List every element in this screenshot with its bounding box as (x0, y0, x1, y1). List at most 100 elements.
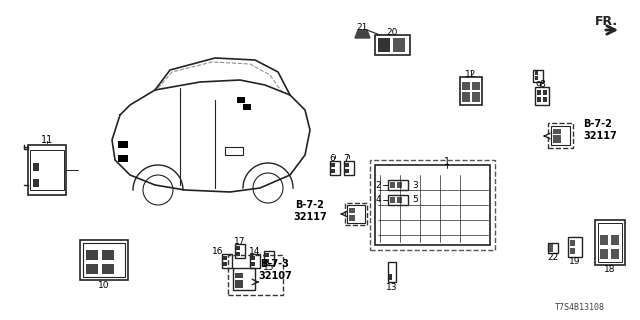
Text: 2: 2 (375, 180, 381, 189)
Text: 6: 6 (329, 154, 335, 163)
Text: 3: 3 (412, 180, 418, 189)
Bar (33, 163, 39, 171)
Bar (462, 92, 470, 102)
Bar (472, 82, 480, 90)
Text: 4: 4 (375, 196, 381, 204)
Text: 12: 12 (465, 69, 477, 78)
Bar (331, 169, 335, 173)
Bar (570, 240, 575, 246)
Bar (537, 90, 541, 95)
Bar (611, 249, 619, 259)
Bar (251, 256, 255, 260)
Bar (235, 244, 245, 258)
Text: B-7-3
32107: B-7-3 32107 (258, 259, 292, 281)
Bar (345, 203, 367, 225)
Bar (349, 208, 355, 213)
Bar (535, 87, 549, 105)
Text: 15: 15 (263, 263, 275, 273)
Bar (370, 160, 495, 250)
Bar (86, 250, 98, 260)
Text: 8: 8 (539, 79, 545, 89)
Bar (543, 97, 547, 102)
Bar (349, 215, 355, 221)
Text: 5: 5 (412, 196, 418, 204)
Text: 11: 11 (41, 135, 53, 145)
Bar (568, 237, 582, 257)
Bar (236, 246, 240, 250)
Text: T7S4B13108: T7S4B13108 (555, 303, 605, 312)
Bar (390, 182, 395, 188)
Text: 10: 10 (99, 282, 109, 291)
Text: 17: 17 (234, 236, 246, 245)
Bar (265, 253, 269, 257)
Bar (549, 244, 553, 252)
Text: 20: 20 (387, 28, 397, 36)
Bar (598, 223, 622, 262)
Text: 9: 9 (535, 81, 541, 90)
Bar (345, 169, 349, 173)
Bar (393, 38, 405, 52)
Bar (533, 70, 543, 82)
Bar (595, 220, 625, 265)
Text: 1: 1 (444, 157, 450, 167)
Bar (375, 35, 410, 55)
Bar (600, 235, 608, 245)
Bar (28, 145, 66, 195)
Bar (570, 248, 575, 254)
Bar (375, 165, 490, 245)
Bar (222, 254, 232, 268)
Text: 19: 19 (569, 258, 580, 267)
Bar (551, 126, 570, 145)
Bar (389, 274, 392, 280)
Bar (83, 243, 125, 277)
Bar (235, 280, 243, 288)
Bar (345, 163, 349, 167)
Bar (102, 264, 114, 274)
Bar (535, 71, 538, 75)
Bar (250, 254, 260, 268)
Bar (548, 243, 558, 253)
Bar (30, 150, 64, 190)
Bar (611, 235, 619, 245)
Bar (390, 197, 395, 203)
Text: B-7-2
32117: B-7-2 32117 (293, 200, 327, 222)
Bar (553, 129, 561, 134)
Bar (102, 250, 114, 260)
Bar (237, 97, 245, 103)
Text: 18: 18 (604, 266, 616, 275)
Bar (397, 182, 402, 188)
Bar (243, 104, 251, 110)
Bar (225, 147, 243, 155)
Bar (388, 262, 396, 282)
Text: 7: 7 (343, 154, 349, 163)
Bar (233, 268, 255, 290)
Bar (600, 249, 608, 259)
Bar (86, 264, 98, 274)
Bar (228, 255, 283, 295)
Bar (388, 195, 408, 205)
Bar (378, 38, 390, 52)
Bar (330, 161, 340, 175)
Bar (347, 205, 365, 223)
Bar (236, 252, 240, 256)
Text: B-7-2
32117: B-7-2 32117 (583, 119, 617, 141)
Polygon shape (355, 30, 370, 38)
Bar (388, 180, 408, 190)
Bar (397, 197, 402, 203)
Bar (265, 259, 269, 263)
Bar (223, 256, 227, 260)
Text: 22: 22 (547, 253, 559, 262)
Bar (80, 240, 128, 280)
Bar (344, 161, 354, 175)
Text: 13: 13 (387, 283, 397, 292)
Bar (235, 273, 243, 278)
Text: 21: 21 (356, 22, 368, 31)
Bar (223, 262, 227, 266)
Bar (553, 135, 561, 143)
Bar (462, 82, 470, 90)
Text: FR.: FR. (595, 15, 618, 28)
Bar (331, 163, 335, 167)
Bar (535, 76, 538, 80)
Bar (548, 123, 573, 148)
Bar (118, 155, 128, 162)
